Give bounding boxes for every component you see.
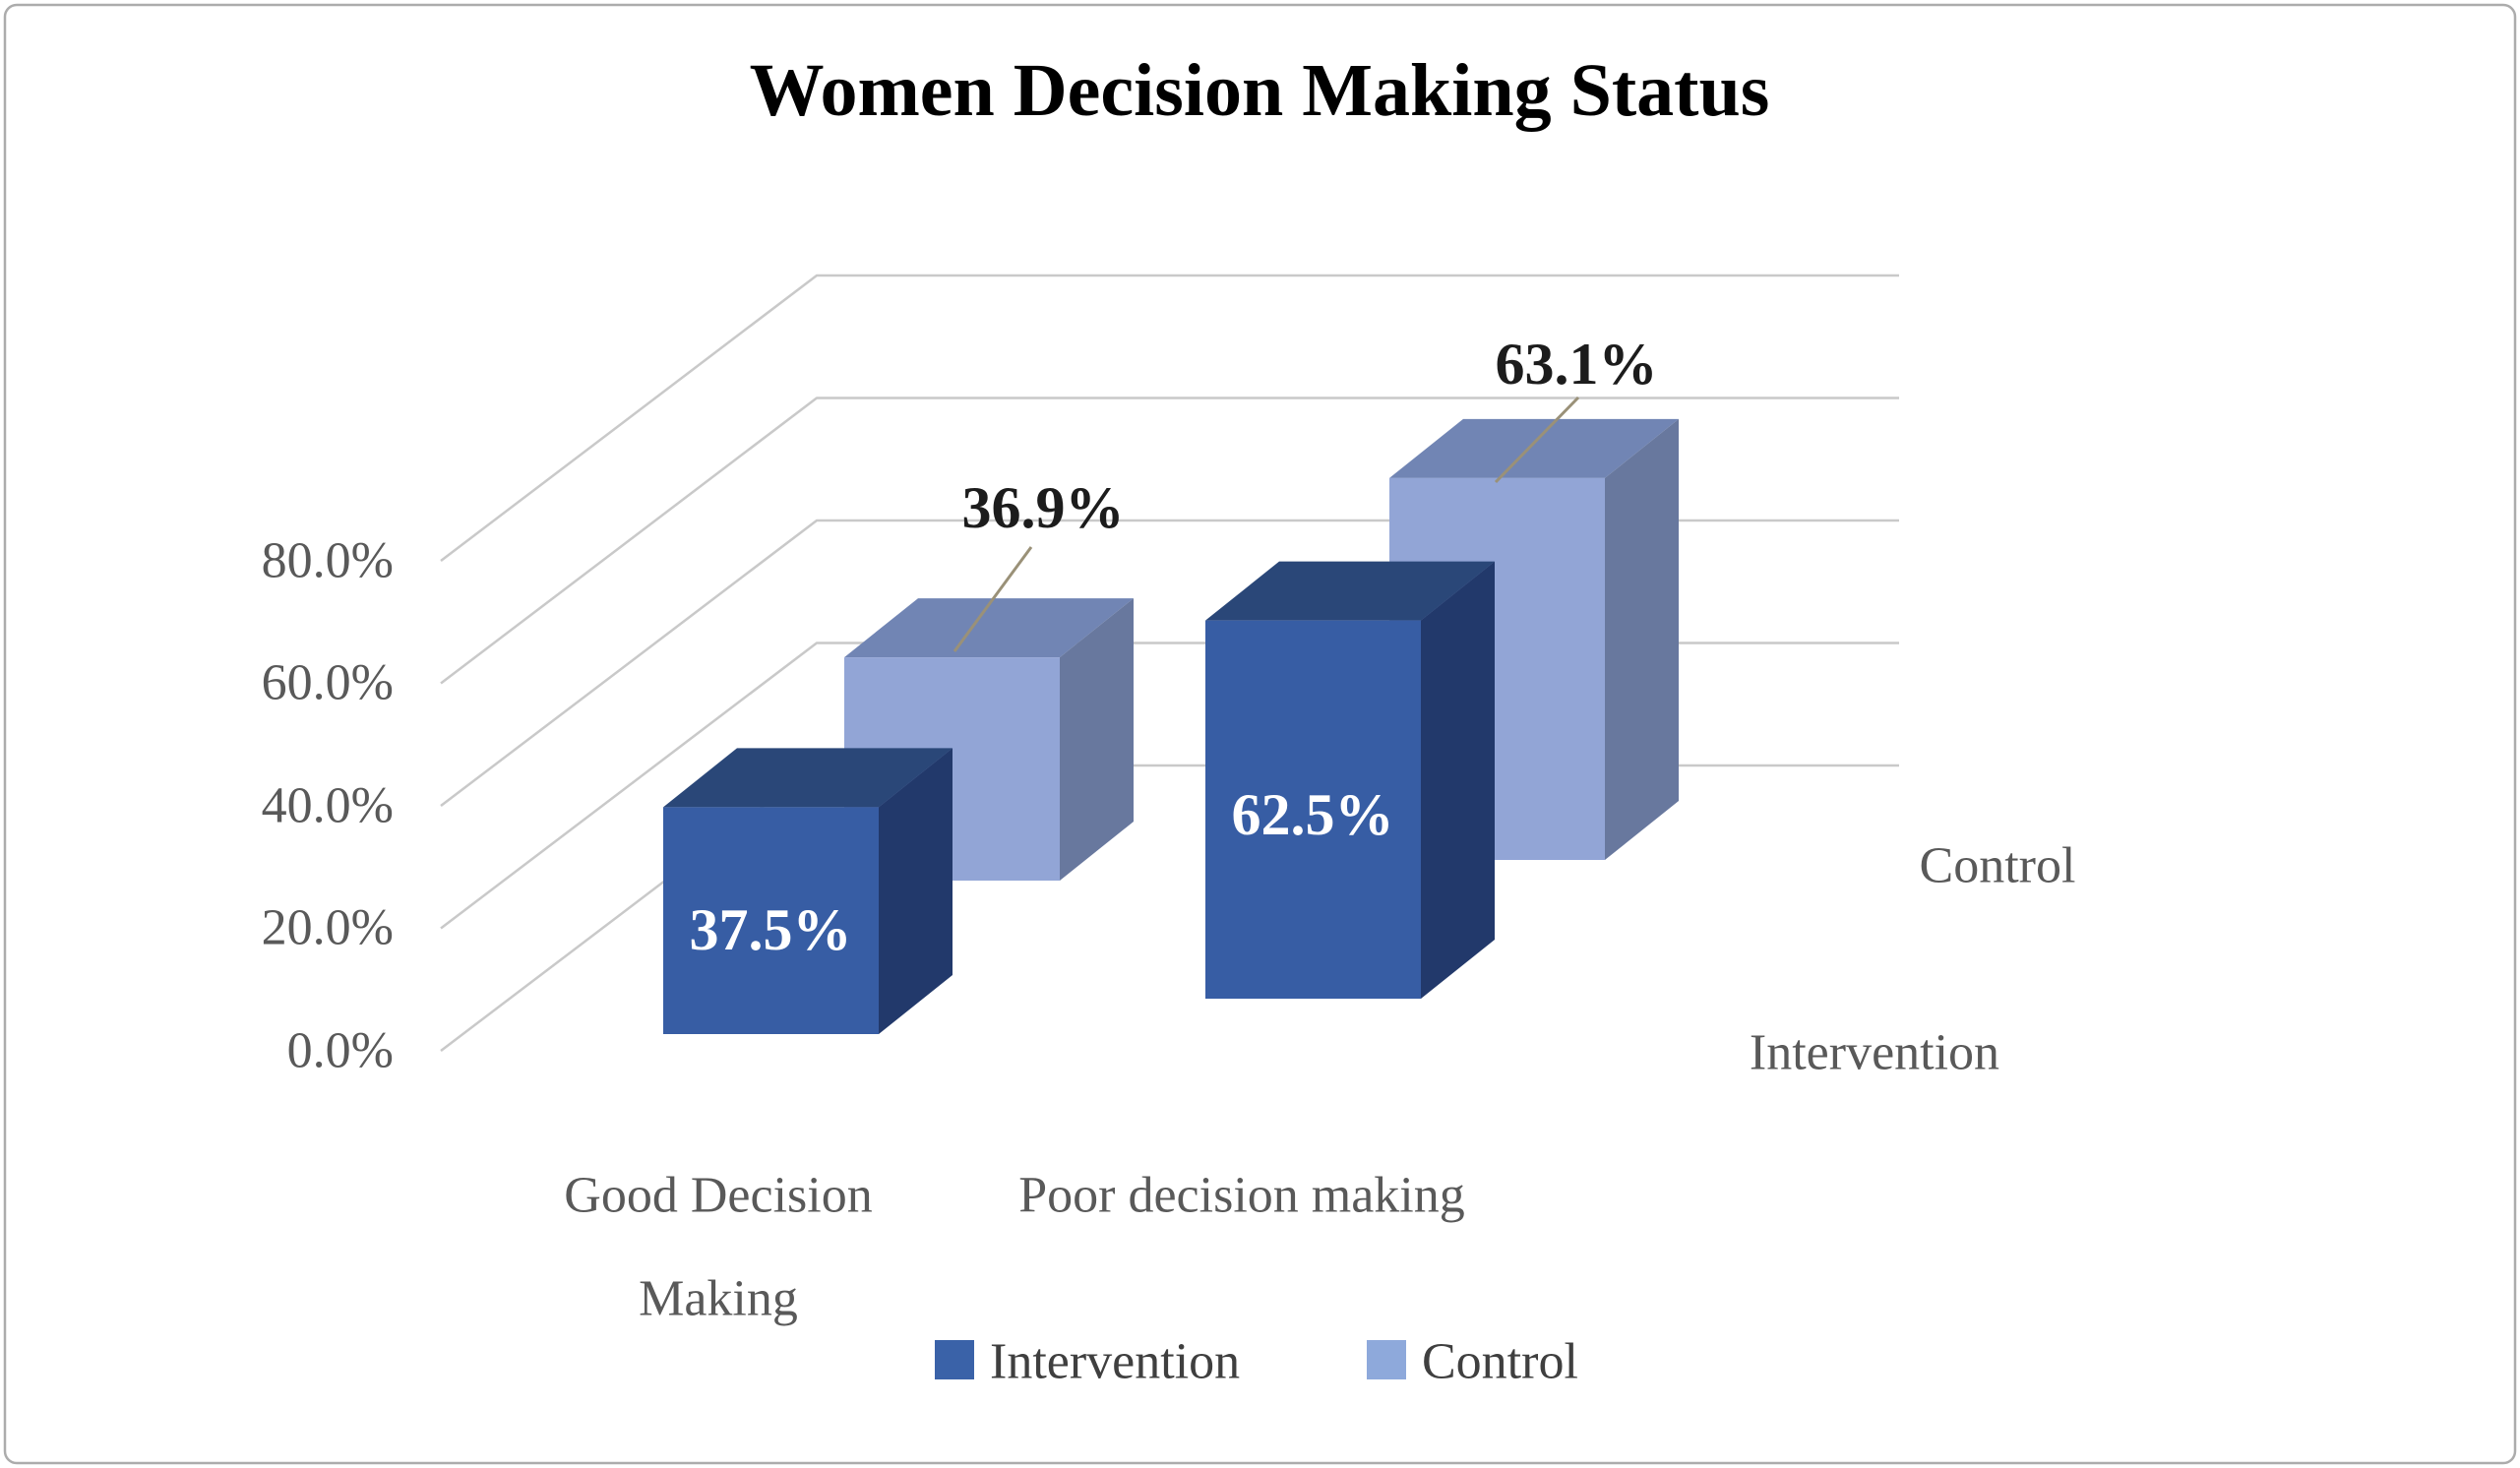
data-label-intervention-good: 37.5% — [690, 897, 852, 962]
value-axis-tick-labels: 0.0% 20.0% 40.0% 60.0% 80.0% — [262, 533, 394, 1079]
legend-swatch-control — [1367, 1340, 1406, 1379]
category-label-good-decision-line2: Making — [639, 1271, 798, 1327]
chart-title: Women Decision Making Status — [750, 49, 1770, 132]
bar-intervention-good-decision-making-top-face — [663, 748, 953, 808]
bar-control-poor-decision-making-side-face — [1605, 418, 1679, 860]
legend-label-control: Control — [1422, 1334, 1578, 1390]
gridline-0.0% — [440, 764, 1899, 1052]
leader-line-control-cat2 — [1494, 396, 1580, 484]
bar-intervention-poor-decision-making-front-face — [1205, 620, 1421, 999]
category-axis-labels: Good Decision Making Poor decision makin… — [564, 1168, 1464, 1327]
bar-intervention-poor-decision-making-side-face — [1421, 561, 1495, 999]
value-gridlines — [440, 274, 1899, 1052]
data-labels: 37.5% 62.5% 36.9% 63.1% — [690, 332, 1658, 962]
category-label-poor-decision: Poor decision making — [1018, 1168, 1465, 1224]
bar-control-good-decision-making-side-face — [1060, 598, 1134, 881]
bar-intervention-poor-decision-making — [1205, 561, 1495, 999]
legend-swatch-intervention — [935, 1340, 974, 1379]
legend: Intervention Control — [935, 1334, 1578, 1390]
gridline-80.0% — [440, 274, 1899, 562]
gridline-60.0% — [440, 397, 1899, 685]
data-label-control-good: 36.9% — [962, 475, 1125, 540]
depth-label-intervention: Intervention — [1750, 1025, 1999, 1081]
depth-label-control: Control — [1920, 838, 2076, 894]
bar-control-good-decision-making-top-face — [844, 598, 1134, 658]
legend-label-intervention: Intervention — [990, 1334, 1240, 1390]
bar-control-poor-decision-making-top-face — [1389, 418, 1679, 478]
bar-intervention-good-decision-making — [663, 748, 953, 1034]
tick-label-80: 80.0% — [262, 533, 394, 589]
tick-label-60: 60.0% — [262, 655, 394, 711]
leader-line-control-cat1 — [953, 546, 1033, 652]
category-label-good-decision-line1: Good Decision — [564, 1168, 872, 1224]
tick-label-40: 40.0% — [262, 778, 394, 834]
data-label-intervention-poor: 62.5% — [1232, 782, 1394, 847]
tick-label-20: 20.0% — [262, 900, 394, 956]
bar-intervention-good-decision-making-side-face — [879, 748, 953, 1034]
bar-intervention-poor-decision-making-top-face — [1205, 561, 1495, 621]
bar-intervention-good-decision-making-front-face — [663, 807, 879, 1034]
tick-label-0: 0.0% — [287, 1023, 394, 1079]
bars-3d — [663, 418, 1679, 1034]
depth-axis-labels: Control Intervention — [1750, 838, 2076, 1081]
figure-border — [3, 3, 2517, 1465]
data-label-control-poor: 63.1% — [1496, 332, 1658, 397]
